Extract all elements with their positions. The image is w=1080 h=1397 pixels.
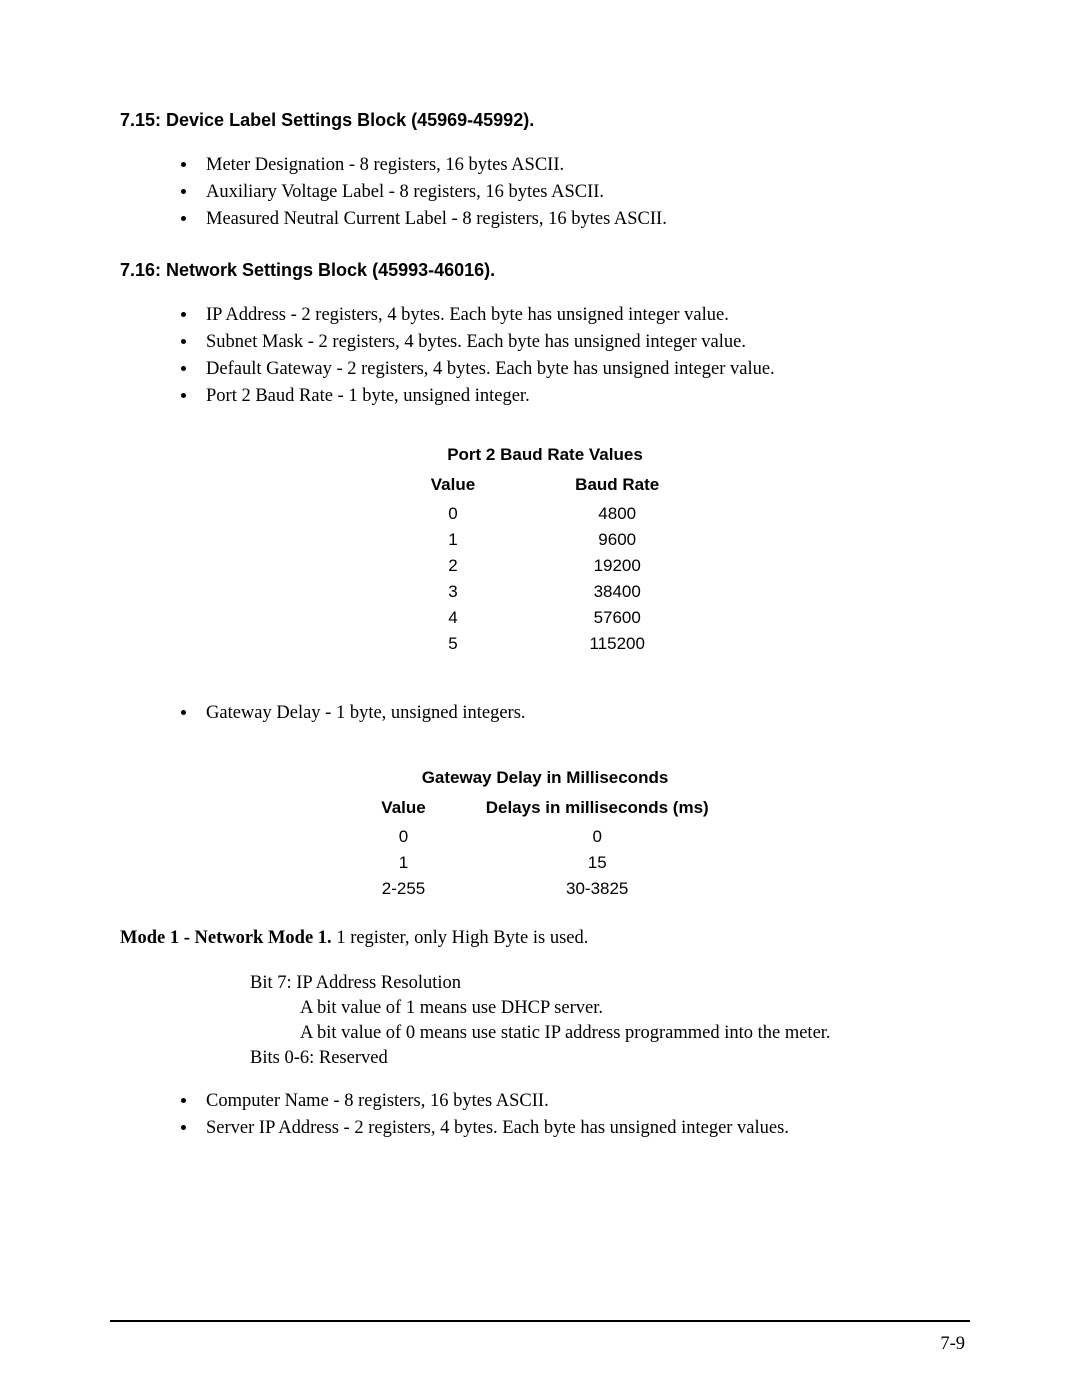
bits06-line: Bits 0-6: Reserved [250, 1046, 970, 1071]
gateway-delay-list: Gateway Delay - 1 byte, unsigned integer… [120, 701, 970, 726]
table-cell: 1 [351, 850, 455, 876]
table-header: Baud Rate [525, 471, 709, 501]
table-cell: 115200 [525, 631, 709, 657]
page-number: 7-9 [940, 1334, 965, 1355]
table-cell: 38400 [525, 579, 709, 605]
bit-block: Bit 7: IP Address Resolution A bit value… [250, 971, 970, 1071]
list-item: Subnet Mask - 2 registers, 4 bytes. Each… [198, 330, 970, 355]
baud-rate-table-wrap: Port 2 Baud Rate Values Value Baud Rate … [120, 445, 970, 657]
section-715-heading: 7.15: Device Label Settings Block (45969… [120, 110, 970, 131]
footer-rule [110, 1320, 970, 1322]
mode-line: Mode 1 - Network Mode 1. 1 register, onl… [120, 928, 970, 949]
table-row: 04800 [381, 501, 710, 527]
table-cell: 15 [456, 850, 739, 876]
baud-rate-table-title: Port 2 Baud Rate Values [120, 445, 970, 465]
table-header: Delays in milliseconds (ms) [456, 794, 739, 824]
final-bullets: Computer Name - 8 registers, 16 bytes AS… [120, 1089, 970, 1141]
table-cell: 57600 [525, 605, 709, 631]
table-cell: 0 [456, 824, 739, 850]
table-cell: 4 [381, 605, 525, 631]
bit7-detail-2: A bit value of 0 means use static IP add… [300, 1021, 970, 1046]
table-header: Value [381, 471, 525, 501]
table-row: 115 [351, 850, 738, 876]
list-item: Computer Name - 8 registers, 16 bytes AS… [198, 1089, 970, 1114]
baud-rate-table: Value Baud Rate 04800 19600 219200 33840… [381, 471, 710, 657]
table-cell: 5 [381, 631, 525, 657]
table-cell: 0 [351, 824, 455, 850]
table-row: 219200 [381, 553, 710, 579]
list-item: IP Address - 2 registers, 4 bytes. Each … [198, 303, 970, 328]
list-item: Measured Neutral Current Label - 8 regis… [198, 207, 970, 232]
table-row: 19600 [381, 527, 710, 553]
list-item: Auxiliary Voltage Label - 8 registers, 1… [198, 180, 970, 205]
list-item: Port 2 Baud Rate - 1 byte, unsigned inte… [198, 384, 970, 409]
table-row: 338400 [381, 579, 710, 605]
table-cell: 1 [381, 527, 525, 553]
table-row: 5115200 [381, 631, 710, 657]
table-cell: 2 [381, 553, 525, 579]
mode-rest: 1 register, only High Byte is used. [332, 928, 589, 948]
table-cell: 2-255 [351, 876, 455, 902]
table-row: 2-25530-3825 [351, 876, 738, 902]
section-716-list: IP Address - 2 registers, 4 bytes. Each … [120, 303, 970, 409]
table-cell: 0 [381, 501, 525, 527]
table-row: 00 [351, 824, 738, 850]
mode-label: Mode 1 - Network Mode 1. [120, 928, 332, 948]
bit7-line: Bit 7: IP Address Resolution [250, 971, 970, 996]
table-cell: 3 [381, 579, 525, 605]
list-item: Gateway Delay - 1 byte, unsigned integer… [198, 701, 970, 726]
table-cell: 30-3825 [456, 876, 739, 902]
gateway-delay-table-title: Gateway Delay in Milliseconds [120, 768, 970, 788]
bit7-detail-1: A bit value of 1 means use DHCP server. [300, 996, 970, 1021]
gateway-delay-table: Value Delays in milliseconds (ms) 00 115… [351, 794, 738, 902]
list-item: Server IP Address - 2 registers, 4 bytes… [198, 1116, 970, 1141]
gateway-delay-table-wrap: Gateway Delay in Milliseconds Value Dela… [120, 768, 970, 902]
list-item: Meter Designation - 8 registers, 16 byte… [198, 153, 970, 178]
table-row: 457600 [381, 605, 710, 631]
section-715-list: Meter Designation - 8 registers, 16 byte… [120, 153, 970, 232]
table-header: Value [351, 794, 455, 824]
table-cell: 19200 [525, 553, 709, 579]
table-cell: 9600 [525, 527, 709, 553]
section-716-heading: 7.16: Network Settings Block (45993-4601… [120, 260, 970, 281]
table-cell: 4800 [525, 501, 709, 527]
list-item: Default Gateway - 2 registers, 4 bytes. … [198, 357, 970, 382]
